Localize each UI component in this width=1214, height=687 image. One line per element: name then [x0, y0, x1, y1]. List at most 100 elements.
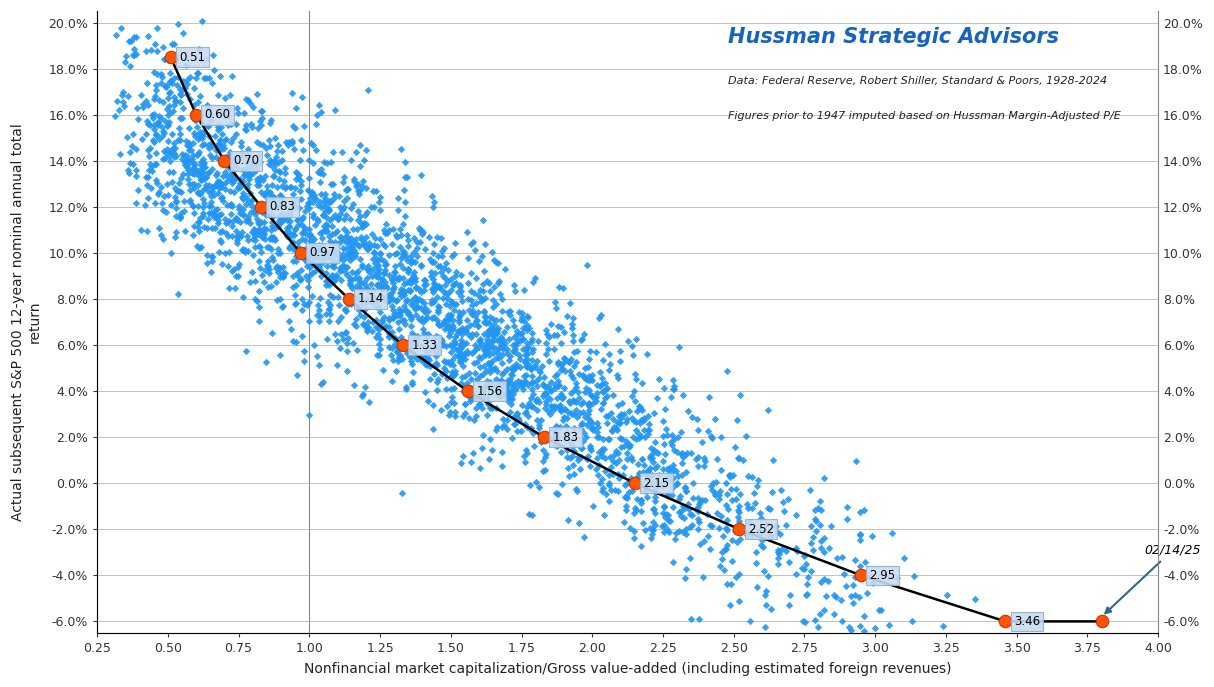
Point — [456, 337, 476, 348]
Point — [324, 250, 344, 261]
Point — [346, 234, 365, 245]
Point — [233, 245, 253, 256]
Point — [253, 269, 272, 280]
Point — [208, 122, 227, 133]
Point — [319, 231, 339, 242]
Point — [302, 232, 322, 243]
Point — [537, 337, 556, 348]
Point — [368, 261, 387, 272]
Point — [301, 244, 320, 255]
Point — [721, 579, 741, 590]
Point — [379, 330, 398, 341]
Point — [449, 326, 469, 337]
Point — [577, 383, 596, 394]
Point — [336, 210, 356, 221]
Point — [494, 390, 514, 401]
Point — [675, 449, 694, 460]
Point — [522, 509, 541, 520]
Point — [566, 484, 585, 495]
Point — [620, 486, 640, 497]
Point — [671, 448, 691, 459]
Point — [509, 376, 528, 387]
Point — [395, 278, 414, 289]
Point — [497, 385, 516, 396]
Point — [551, 322, 571, 333]
Point — [498, 363, 517, 374]
Point — [336, 185, 356, 196]
Point — [459, 348, 478, 359]
Point — [371, 254, 391, 264]
Point — [702, 433, 721, 444]
Point — [172, 153, 192, 164]
Point — [571, 463, 590, 474]
Point — [211, 122, 231, 133]
Point — [730, 488, 749, 499]
Point — [210, 144, 229, 155]
Point — [415, 274, 435, 285]
Point — [470, 256, 489, 267]
Point — [645, 507, 664, 518]
Point — [233, 165, 253, 176]
Point — [565, 445, 584, 456]
Point — [147, 85, 166, 95]
Point — [237, 230, 256, 241]
Point — [505, 410, 524, 421]
Point — [850, 591, 869, 602]
Point — [483, 444, 503, 455]
Point — [199, 72, 219, 83]
Point — [727, 537, 747, 548]
Point — [454, 451, 473, 462]
Point — [244, 157, 263, 168]
Point — [153, 154, 172, 165]
Point — [197, 179, 216, 190]
Point — [505, 343, 524, 354]
Point — [725, 526, 744, 537]
Point — [634, 424, 653, 435]
Point — [574, 329, 594, 340]
Point — [161, 52, 181, 63]
Point — [371, 283, 391, 294]
Point — [391, 286, 410, 297]
Point — [541, 401, 561, 412]
Point — [361, 201, 380, 212]
Point — [340, 280, 359, 291]
Point — [311, 311, 330, 322]
Point — [319, 304, 339, 315]
Point — [472, 293, 492, 304]
Point — [703, 521, 722, 532]
Point — [185, 158, 204, 169]
Point — [316, 280, 335, 291]
Point — [300, 254, 319, 265]
Point — [368, 301, 387, 312]
Point — [499, 376, 518, 387]
Point — [356, 218, 375, 229]
Point — [249, 315, 268, 326]
Point — [643, 457, 663, 468]
Point — [640, 451, 659, 462]
Point — [268, 220, 288, 231]
Point — [390, 352, 409, 363]
Point — [466, 298, 486, 309]
Point — [688, 451, 708, 462]
Point — [289, 242, 308, 253]
Point — [403, 269, 422, 280]
Point — [294, 345, 313, 356]
Point — [239, 174, 259, 185]
Point — [473, 368, 493, 379]
Point — [359, 267, 379, 278]
Point — [561, 398, 580, 409]
Point — [435, 243, 454, 254]
Point — [630, 418, 649, 429]
Point — [398, 267, 418, 278]
Point — [459, 328, 478, 339]
Point — [180, 138, 199, 149]
Point — [937, 589, 957, 600]
Point — [751, 528, 771, 539]
Point — [342, 253, 362, 264]
Point — [546, 487, 566, 498]
Point — [344, 199, 363, 210]
Point — [444, 305, 464, 316]
Point — [436, 258, 455, 269]
Point — [645, 444, 664, 455]
Point — [801, 565, 821, 576]
